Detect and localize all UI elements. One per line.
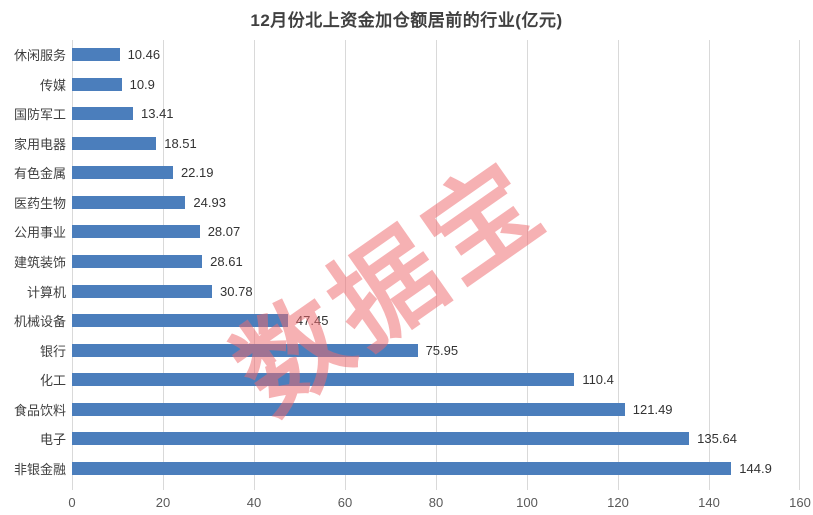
bar (72, 432, 690, 446)
bar (72, 107, 133, 121)
bar (72, 225, 200, 239)
bar-row: 24.93 (72, 188, 800, 218)
bar (72, 402, 625, 416)
bar-row: 28.61 (72, 247, 800, 277)
value-label: 110.4 (582, 372, 614, 388)
category-label: 电子 (39, 432, 66, 448)
category-label: 有色金属 (13, 166, 66, 182)
value-label: 30.78 (220, 283, 253, 299)
bar-row: 47.45 (72, 306, 800, 336)
value-label: 75.95 (425, 342, 459, 358)
x-axis-labels: 0 20 40 60 80 100 120 140 160 (68, 495, 810, 511)
bar-row: 13.41 (72, 99, 800, 129)
plot-area: 10.46 10.9 13.41 18.51 22.19 24.93 28.07 28.61 3… (72, 40, 800, 490)
bar (72, 373, 575, 387)
bar-row: 135.64 (72, 424, 800, 454)
gridline (799, 40, 800, 490)
value-label: 47.45 (295, 313, 329, 329)
chart-title: 12月份北上资金加仓额居前的行业(亿元) (250, 11, 563, 30)
bar (72, 461, 732, 475)
bar-series: 10.46 10.9 13.41 18.51 22.19 24.93 28.07 28.61 3… (72, 40, 800, 483)
bar (72, 314, 288, 328)
category-label: 传媒 (39, 77, 66, 93)
category-label: 国防军工 (13, 107, 66, 123)
category-label: 化工 (39, 373, 66, 389)
bar-row: 18.51 (72, 129, 800, 159)
bar-row: 22.19 (72, 158, 800, 188)
value-label: 13.41 (141, 106, 174, 122)
value-label: 28.61 (210, 253, 243, 269)
value-label: 10.9 (129, 76, 155, 92)
bar-row: 110.4 (72, 365, 800, 395)
bar-row: 121.49 (72, 394, 800, 424)
value-label: 121.49 (632, 401, 673, 417)
bar-row: 30.78 (72, 276, 800, 306)
category-label: 建筑装饰 (13, 254, 66, 270)
gridline (709, 40, 710, 490)
gridline (618, 40, 619, 490)
bar (72, 77, 122, 91)
bar (72, 254, 203, 268)
category-label: 机械设备 (13, 314, 66, 330)
value-label: 22.19 (180, 165, 214, 181)
x-tick-label: 0 (68, 495, 76, 510)
gridline (527, 40, 528, 490)
bar (72, 166, 173, 180)
bar-row: 10.46 (72, 40, 800, 70)
bar-row: 144.9 (72, 453, 800, 483)
x-tick-label: 40 (246, 495, 262, 510)
category-label: 非银金融 (13, 461, 66, 477)
category-label: 计算机 (26, 284, 66, 300)
x-tick-label: 60 (337, 495, 353, 510)
bar (72, 48, 120, 62)
category-label: 医药生物 (13, 195, 66, 211)
gridline (254, 40, 255, 490)
bar-row: 10.9 (72, 70, 800, 100)
bar (72, 136, 157, 150)
category-axis: 休闲服务传媒国防军工家用电器有色金属医药生物公用事业建筑装饰计算机机械设备银行化… (0, 40, 66, 483)
category-label: 休闲服务 (13, 48, 66, 64)
bar (72, 343, 418, 357)
x-tick-label: 100 (516, 495, 538, 510)
x-tick-label: 80 (428, 495, 444, 510)
gridline (345, 40, 346, 490)
gridline (436, 40, 437, 490)
value-label: 18.51 (164, 135, 197, 151)
category-label: 公用事业 (13, 225, 66, 241)
value-label: 10.46 (127, 47, 161, 63)
category-label: 食品饮料 (13, 402, 66, 418)
category-label: 银行 (39, 343, 66, 359)
value-label: 28.07 (207, 224, 241, 240)
value-label: 135.64 (697, 431, 737, 447)
x-tick-label: 160 (789, 495, 811, 510)
value-label: 24.93 (193, 194, 226, 210)
category-label: 家用电器 (13, 136, 66, 152)
bar-row: 75.95 (72, 335, 800, 365)
x-tick-label: 20 (155, 495, 171, 510)
bar (72, 195, 186, 209)
value-label: 144.9 (739, 460, 772, 476)
bar-row: 28.07 (72, 217, 800, 247)
x-tick-label: 140 (698, 495, 720, 510)
bar (72, 284, 213, 298)
x-tick-label: 120 (607, 495, 629, 510)
